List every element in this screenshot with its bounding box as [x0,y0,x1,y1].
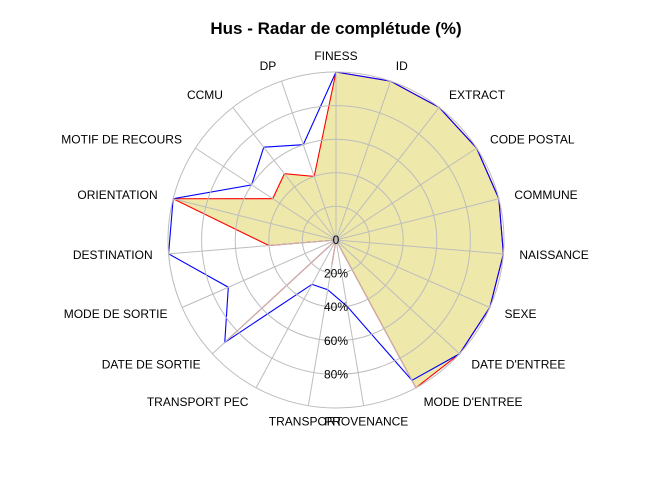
axis-label: COMMUNE [514,188,577,202]
axis-label: TRANSPORT [269,414,343,428]
spoke-line [255,239,337,388]
radial-tick-label: 80% [324,367,348,381]
axis-label: CODE POSTAL [490,132,575,146]
spoke-line [168,239,337,255]
axis-label: TRANSPORT PEC [147,395,249,409]
axis-label: DATE DE SORTIE [102,358,201,372]
axis-label: ORIENTATION [77,188,157,202]
spoke-line [335,239,365,406]
spoke-line [173,198,337,241]
axis-label: SEXE [505,307,537,321]
spoke-line [195,147,337,241]
axis-label: EXTRACT [449,88,506,102]
spoke-line [335,239,460,355]
spoke-line [181,239,337,308]
series-line-2 [167,71,504,382]
spoke-line [280,80,337,241]
radial-tick-label: 60% [324,334,348,348]
axis-label: MODE D'ENTREE [424,395,523,409]
axis-label: ID [396,59,408,73]
radial-tick-label: 0 [333,233,340,247]
axis-label: MODE DE SORTIE [64,307,168,321]
axis-label: DESTINATION [73,248,153,262]
spoke-line [232,107,337,241]
axis-label: DP [260,59,277,73]
spoke-line [335,147,477,241]
axis-label: NAISSANCE [519,248,588,262]
spoke-line [335,198,499,241]
radial-tick-label: 20% [324,267,348,281]
spoke-line [212,239,337,355]
axis-label: CCMU [187,88,223,102]
axis-label: FINESS [314,49,357,63]
spoke-line [335,107,440,241]
spoke-line [307,239,337,406]
axis-label: PROVENANCE [324,414,408,428]
spoke-line [335,239,417,388]
chart-title: Hus - Radar de complétude (%) [210,19,462,38]
spoke-line [335,80,392,241]
axis-label: MOTIF DE RECOURS [61,132,182,146]
radial-tick-label: 40% [324,300,348,314]
spoke-line [335,239,491,308]
spoke-line [335,239,504,255]
axis-label: DATE D'ENTREE [471,358,565,372]
